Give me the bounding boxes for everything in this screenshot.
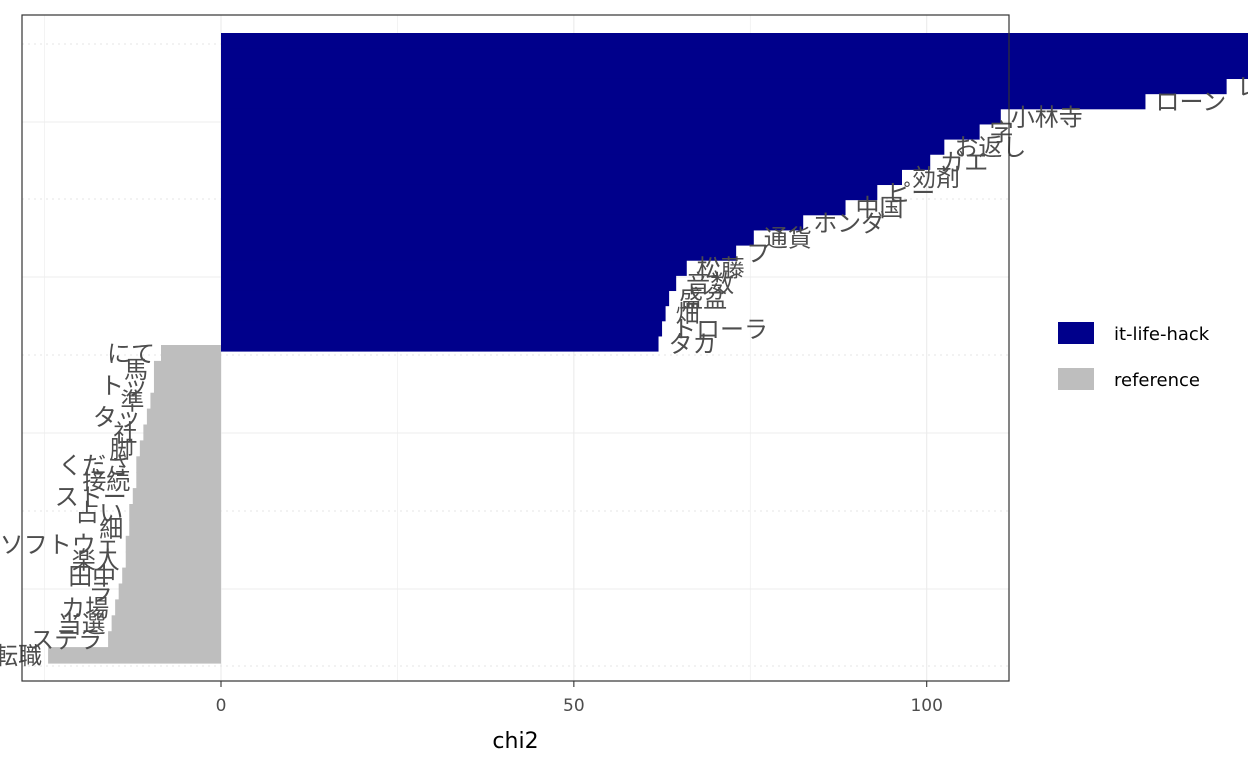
bar-word-label: ピー — [887, 179, 935, 207]
bar-word-label: 楽人 — [72, 547, 120, 575]
legend-label-reference: reference — [1114, 370, 1200, 391]
bar-it-life-hack-19 — [221, 320, 663, 337]
bar-it-life-hack-6 — [221, 123, 980, 140]
bar-word-label: トローラ — [672, 315, 768, 343]
bar-it-life-hack-18 — [221, 305, 666, 322]
bar-reference-11 — [129, 519, 221, 537]
legend-swatch-it-life-hack — [1058, 322, 1094, 344]
bar-reference-19 — [48, 647, 221, 664]
bar-word-label: 通貨 — [764, 224, 812, 252]
bar-word-label: ソフトウェ — [0, 531, 120, 559]
bar-word-label: ホンダ — [813, 209, 885, 237]
legend-swatch-reference — [1058, 368, 1094, 390]
bar-reference-9 — [132, 488, 221, 505]
legend-label-it-life-hack: it-life-hack — [1114, 324, 1210, 345]
bar-reference-7 — [136, 456, 221, 473]
bar-reference-14 — [122, 567, 221, 585]
bar-word-label: カ場 — [61, 594, 109, 622]
bar-it-life-hack-4 — [221, 93, 1146, 110]
bar-word-label: フ — [746, 240, 770, 268]
bar-word-label: 当選 — [58, 610, 106, 638]
bar-reference-15 — [118, 583, 221, 600]
bar-it-life-hack-15 — [221, 260, 687, 276]
bar-reference-1 — [153, 360, 221, 378]
x-tick-label: 50 — [563, 696, 585, 716]
bar-word-label: 転職 — [0, 642, 42, 670]
bar-reference-0 — [161, 345, 221, 362]
bar-reference-10 — [129, 504, 221, 521]
bar-word-label: にて — [107, 340, 155, 368]
bar-reference-3 — [150, 392, 221, 410]
bar-reference-13 — [125, 551, 221, 569]
bar-word-label: タッ — [93, 404, 141, 432]
bar-word-label: ステラ — [30, 626, 102, 654]
bar-word-label: くださ — [58, 451, 130, 479]
bar-word-label: 脚 — [110, 435, 134, 463]
bar-it-life-hack-8 — [221, 154, 931, 170]
bar-it-life-hack-20 — [221, 335, 659, 352]
bar-word-label: レンタル — [1237, 73, 1248, 101]
bar-it-life-hack-9 — [221, 169, 903, 186]
bar-word-label: ローン — [1155, 88, 1226, 116]
bar-it-life-hack-1 — [221, 48, 1248, 64]
bar-word-label: 効剤 — [912, 164, 960, 192]
bar-it-life-hack-10 — [221, 184, 878, 201]
bar-word-label: ラ — [89, 578, 113, 606]
bar-word-label: 田中 — [68, 563, 116, 591]
bar-word-label: タカ — [669, 330, 717, 358]
bar-word-label: ガエ — [940, 149, 988, 177]
bar-word-label: 音数 — [686, 270, 734, 298]
bar-reference-5 — [143, 424, 221, 441]
bar-word-label: 盛盆 — [679, 285, 727, 313]
bar-word-label: 松藤 — [697, 255, 745, 283]
bar-reference-16 — [115, 599, 221, 616]
bar-word-label: ストー — [55, 483, 127, 511]
bar-it-life-hack-7 — [221, 139, 945, 155]
bar-reference-17 — [111, 615, 221, 632]
bar-word-label: 中国 — [856, 194, 904, 222]
bar-word-label: 社 — [113, 419, 137, 447]
bar-it-life-hack-0 — [221, 33, 1248, 49]
x-tick-label: 100 — [910, 696, 942, 716]
bar-word-label: 馬 — [124, 356, 148, 384]
bar-it-life-hack-17 — [221, 290, 670, 307]
x-axis-ticks: -50050100150200 — [216, 681, 943, 716]
bar-word-label: 畑 — [676, 300, 700, 328]
plot-panel-border — [21, 14, 1010, 682]
bar-word-label: 小林寺 — [1011, 103, 1083, 131]
bar-reference-8 — [136, 472, 221, 489]
bar-it-life-hack-5 — [221, 108, 1001, 125]
bar-it-life-hack-3 — [221, 78, 1227, 95]
bar-it-life-hack-16 — [221, 275, 677, 292]
bar-word-label: 細 — [99, 515, 123, 543]
bar-word-label: 準 — [120, 388, 144, 416]
bar-reference-6 — [139, 440, 221, 457]
bars-layer — [48, 33, 1248, 664]
bar-reference-18 — [108, 631, 221, 648]
bar-word-label: 占い — [75, 499, 123, 527]
bar-reference-2 — [153, 376, 221, 394]
bar-word-label: お返し — [954, 134, 1026, 162]
word-labels-layer: バッテリ保険年賀状レンタルローン小林寺字お返しガエ効剤ピー中国ホンダ通貨フ松藤音… — [0, 73, 1248, 670]
bar-word-label: 接続 — [82, 467, 130, 495]
bar-it-life-hack-13 — [221, 229, 754, 246]
bar-reference-12 — [125, 535, 221, 553]
bar-it-life-hack-11 — [221, 199, 846, 216]
bar-it-life-hack-12 — [221, 214, 804, 231]
x-axis-title: chi2 — [492, 729, 538, 754]
bar-word-label: 字 — [990, 118, 1014, 146]
bar-it-life-hack-2 — [221, 63, 1248, 80]
bar-reference-4 — [146, 408, 221, 426]
bar-word-label: トッ — [100, 372, 148, 400]
bar-it-life-hack-14 — [221, 245, 737, 261]
x-tick-label: 0 — [216, 696, 227, 716]
legend: it-life-hack reference — [1058, 322, 1210, 391]
